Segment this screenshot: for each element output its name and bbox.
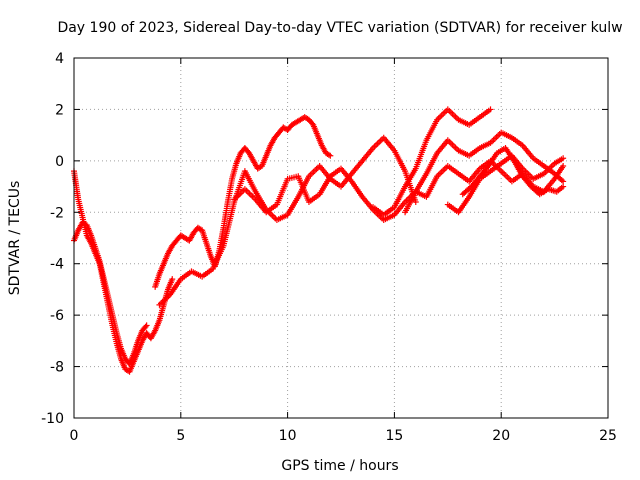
series-layer	[71, 106, 567, 375]
plot-frame	[73, 57, 609, 419]
x-axis-label: GPS time / hours	[281, 458, 398, 474]
data-series	[370, 106, 494, 218]
y-tick-label: -2	[50, 205, 64, 221]
series-markers	[71, 219, 150, 367]
x-tick-label: 25	[599, 428, 617, 444]
x-tick-label: 10	[279, 428, 297, 444]
series-markers	[459, 145, 567, 198]
data-series	[459, 145, 567, 198]
grid-layer	[74, 58, 608, 418]
y-tick-label: 4	[55, 51, 64, 67]
y-tick-label: 2	[55, 102, 64, 118]
x-tick-label: 0	[70, 428, 79, 444]
y-tick-label: -4	[50, 257, 64, 273]
y-tick-label: -6	[50, 308, 64, 324]
data-series	[71, 219, 150, 367]
series-markers	[156, 134, 419, 308]
y-axis-label: SDTVAR / TECUs	[7, 181, 23, 296]
chart-title: Day 190 of 2023, Sidereal Day-to-day VTE…	[57, 20, 622, 36]
series-markers	[370, 106, 494, 218]
axis-layer	[73, 57, 609, 419]
y-tick-label: 0	[55, 154, 64, 170]
x-tick-label: 15	[385, 428, 403, 444]
data-series	[402, 129, 567, 216]
data-series	[156, 134, 419, 308]
x-tick-label: 20	[492, 428, 510, 444]
y-tick-label: -8	[50, 360, 64, 376]
series-markers	[402, 129, 567, 216]
x-tick-label: 5	[176, 428, 185, 444]
tick-layer: 0 5 10 15 20 25 -10 -8 -6 -4 -2 0 2 4	[41, 51, 617, 444]
y-tick-label: -10	[41, 411, 64, 427]
